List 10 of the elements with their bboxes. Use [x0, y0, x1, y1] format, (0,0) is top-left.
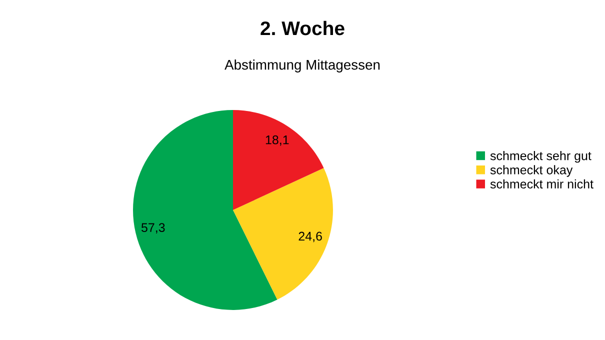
pie-slice [233, 168, 333, 300]
data-label: 24,6 [298, 232, 322, 242]
pie-slice [233, 110, 324, 210]
legend-label: schmeckt sehr gut [490, 151, 592, 163]
chart-title: 2. Woche [260, 20, 344, 36]
legend-label: schmeckt mir nicht [490, 179, 594, 189]
chart-subtitle: Abstimmung Mittagessen [224, 60, 380, 72]
data-label: 57,3 [141, 223, 165, 234]
data-label: 18,1 [266, 135, 289, 146]
legend-label: schmeckt okay [490, 165, 573, 177]
